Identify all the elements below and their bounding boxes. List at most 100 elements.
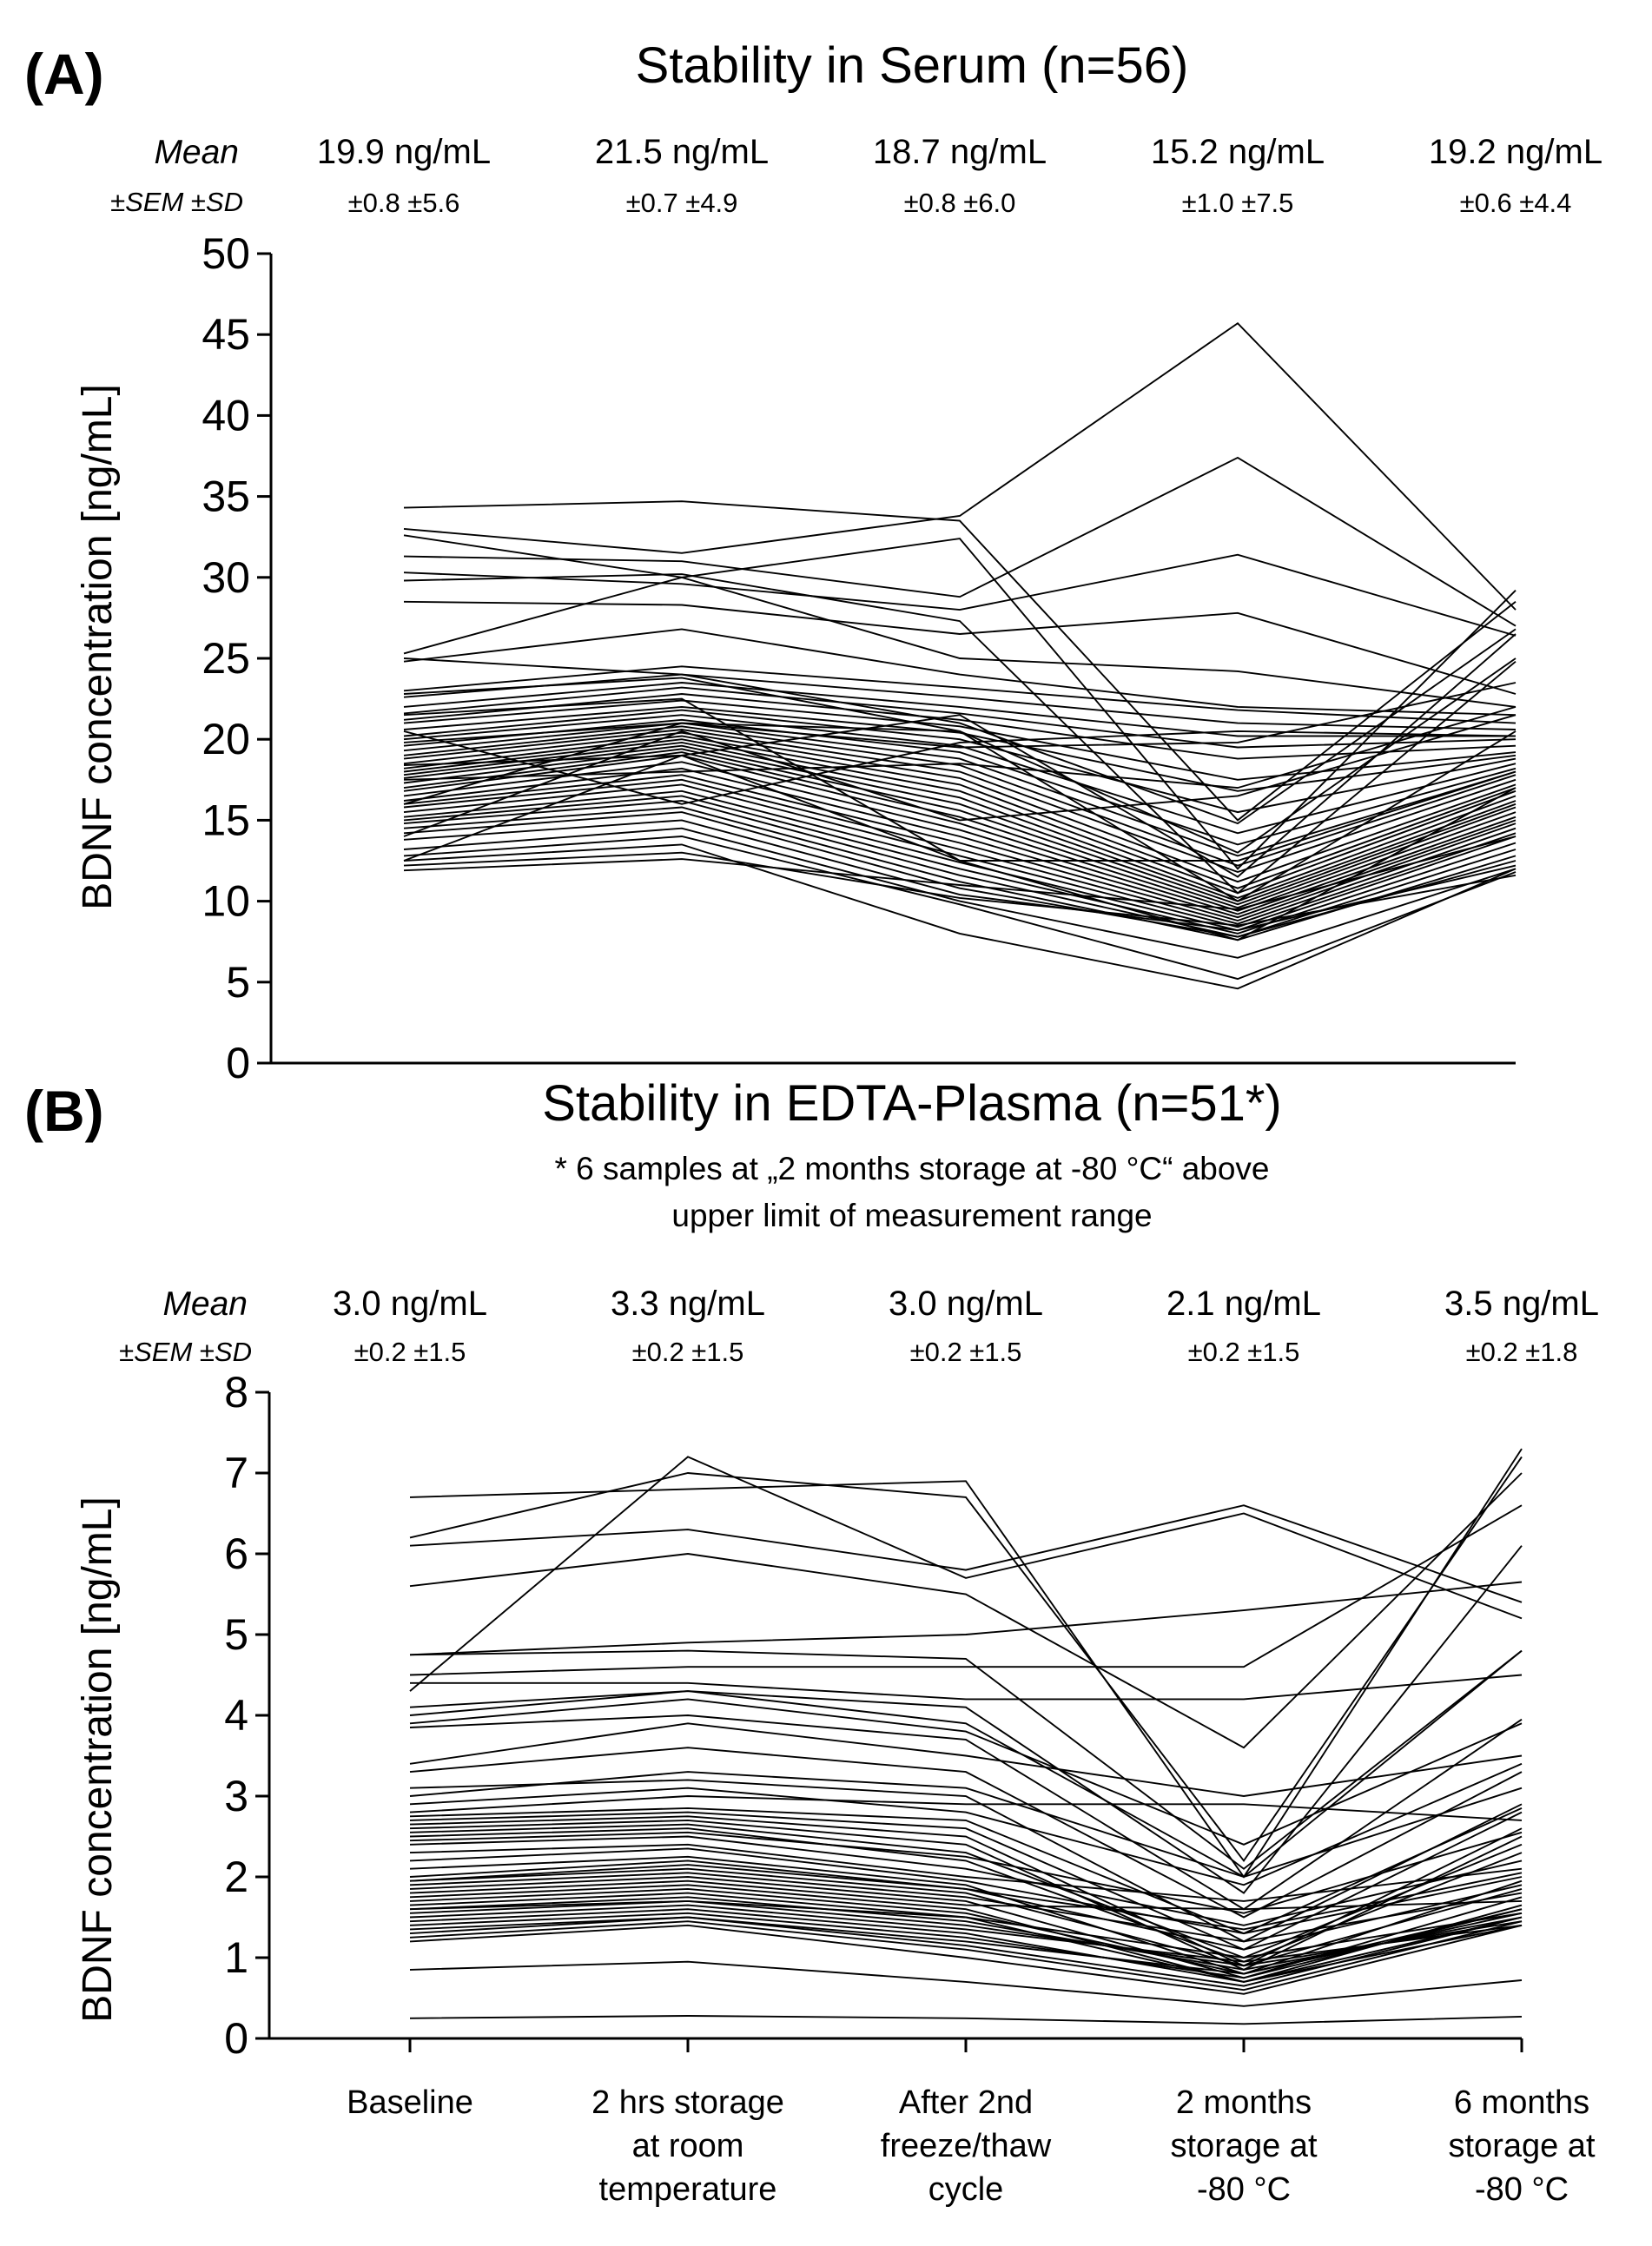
x-category-label: storage at: [1449, 2128, 1596, 2164]
panel-a-mean-value: 19.9 ng/mL: [317, 133, 491, 171]
panel-b-series-line: [409, 1504, 1523, 1676]
panel-b-series-line: [409, 1714, 1523, 1911]
x-category-label: storage at: [1171, 2128, 1318, 2164]
panel-b-series-line: [409, 1722, 1523, 1797]
panel-b-y-tick-label: 1: [224, 1933, 248, 1982]
panel-a-mean-value: 18.7 ng/mL: [873, 133, 1047, 171]
panel-b-series-line: [409, 1795, 1523, 1821]
panel-a-series-line: [403, 600, 1517, 695]
panel-a-sem-sd-value: ±0.8 ±6.0: [904, 188, 1016, 218]
panel-b-mean-value: 3.5 ng/mL: [1444, 1285, 1599, 1323]
panel-a-series-line: [403, 748, 1517, 906]
panel-a-y-tick-label: 15: [202, 796, 250, 844]
panel-a-mean-value: 15.2 ng/mL: [1151, 133, 1325, 171]
panel-a-series-line: [403, 778, 1517, 925]
panel-b-sem-sd-value: ±0.2 ±1.5: [354, 1337, 466, 1367]
panel-b-series-line: [409, 1649, 1523, 1870]
panel-a-mean-row-label: Mean: [154, 134, 239, 171]
panel-b-mean-values: 3.0 ng/mL 3.3 ng/mL 3.0 ng/mL 2.1 ng/mL …: [333, 1285, 1599, 1323]
x-category-label: Baseline: [347, 2084, 473, 2121]
panel-b-series-line: [409, 1847, 1523, 1935]
panel-b-sem-sd-value: ±0.2 ±1.5: [1188, 1337, 1300, 1367]
panel-a-series-line: [403, 754, 1517, 912]
x-category-label: -80 °C: [1475, 2171, 1569, 2208]
panel-b-y-tick-label: 2: [224, 1853, 248, 1901]
panel-a-series-line: [403, 673, 1517, 730]
panel-a-axes: 0 5 10 15 20 25 30 35 40 45 50: [202, 229, 1516, 1087]
panel-a-series-line: [403, 714, 1517, 835]
panel-a-series-line: [403, 761, 1517, 915]
panel-a-series-line: [403, 836, 1517, 981]
panel-b-series-line: [409, 1823, 1523, 1959]
panel-a-y-tick-label: 35: [202, 472, 250, 521]
panel-b-series: [409, 1448, 1523, 2025]
panel-b-series-line: [409, 1879, 1523, 1911]
panel-a-label: (A): [24, 42, 104, 106]
panel-a-series-line: [403, 709, 1517, 814]
panel-a-y-tick-label: 40: [202, 391, 250, 439]
panel-b-series-line: [409, 1831, 1523, 1914]
panel-b-mean-value: 2.1 ng/mL: [1166, 1285, 1321, 1323]
panel-b-y-tick-label: 5: [224, 1610, 248, 1659]
panel-b-series-line: [409, 1872, 1523, 1943]
panel-b-series-line: [409, 1815, 1523, 1967]
panel-a-y-tick-label: 45: [202, 310, 250, 359]
panel-b-y-tick-label: 0: [224, 2014, 248, 2063]
panel-b-subtitle-line: upper limit of measurement range: [671, 1198, 1152, 1233]
panel-a-y-tick-label: 25: [202, 634, 250, 683]
panel-a-series-line: [403, 731, 1517, 883]
panel-b-series-line: [409, 1835, 1523, 1926]
panel-a-series-line: [403, 811, 1517, 938]
panel-a-y-tick-label: 30: [202, 553, 250, 602]
panel-a-series-line: [403, 783, 1517, 928]
panel-a-y-tick-label: 20: [202, 715, 250, 763]
panel-a-series-line: [403, 705, 1517, 792]
panel-a-series-line: [403, 693, 1517, 760]
panel-a-series-line: [403, 699, 1517, 781]
panel-b-series-line: [409, 1864, 1523, 1931]
panel-a-y-tick-label: 50: [202, 229, 250, 278]
panel-b-series-line: [409, 1545, 1523, 1894]
panel-a-series-line: [403, 500, 1517, 822]
panel-b-series-line: [409, 1762, 1523, 1886]
panel-a-series-line: [403, 628, 1517, 825]
panel-b-sem-sd-row-label: ±SEM ±SD: [119, 1337, 252, 1367]
panel-a-series-line: [403, 456, 1517, 627]
panel-b-title: Stability in EDTA-Plasma (n=51*): [542, 1075, 1282, 1132]
panel-b-series-line: [409, 1899, 1523, 1983]
panel-a-series: [403, 321, 1517, 990]
panel-b-y-tick-label: 3: [224, 1772, 248, 1820]
panel-a-series-line: [403, 795, 1517, 935]
panel-b-series-line: [409, 2015, 1523, 2025]
panel-a-series-line: [403, 789, 1517, 932]
panel-a-series-line: [403, 682, 1516, 737]
panel-b-y-axis-label: BDNF concentration [ng/mL]: [75, 1496, 121, 2023]
panel-a-y-tick-label: 5: [226, 958, 250, 1007]
x-category-label: After 2nd: [899, 2084, 1033, 2121]
panel-a-series-line: [403, 665, 1517, 724]
panel-a-mean-value: 19.2 ng/mL: [1429, 133, 1602, 171]
panel-b-x-category-labels: Baseline 2 hrs storage at room temperatu…: [347, 2084, 1596, 2208]
panel-b-sem-sd-values: ±0.2 ±1.5 ±0.2 ±1.5 ±0.2 ±1.5 ±0.2 ±1.5 …: [354, 1337, 1578, 1367]
panel-a-y-tick-label: 10: [202, 877, 250, 926]
x-category-label: temperature: [599, 2171, 777, 2208]
panel-b-series-line: [409, 1908, 1523, 1983]
x-category-label: -80 °C: [1197, 2171, 1291, 2208]
panel-b-series-line: [409, 1960, 1523, 2007]
panel-a-y-tick-label: 0: [226, 1039, 250, 1087]
panel-b-series-line: [409, 1843, 1523, 1902]
panel-a-series-line: [403, 576, 1517, 708]
panel-b-series-line: [409, 1472, 1523, 1749]
panel-a-series-line: [403, 714, 1517, 837]
panel-b-series-line: [409, 1867, 1523, 1967]
panel-a-sem-sd-value: ±0.8 ±5.6: [348, 188, 460, 218]
panel-a-serum: (A) Stability in Serum (n=56) Mean ±SEM …: [24, 37, 1602, 1087]
panel-a-series-line: [403, 730, 1517, 805]
panel-b-series-line: [409, 1884, 1523, 1983]
panel-a-series-line: [403, 800, 1517, 938]
panel-b-series-line: [409, 1448, 1523, 1879]
x-category-label: at room: [632, 2128, 744, 2164]
panel-b-series-line: [410, 1674, 1523, 1701]
panel-b-series-line: [409, 1456, 1523, 1863]
